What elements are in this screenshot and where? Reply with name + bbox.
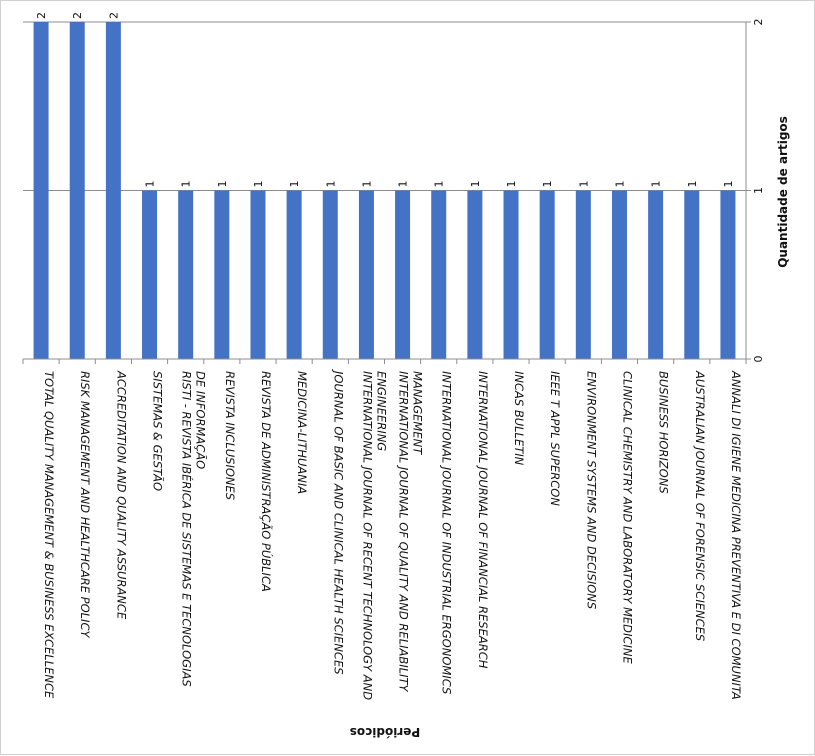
data-label: 1 (686, 181, 699, 188)
data-label: 1 (650, 181, 663, 188)
data-label: 1 (613, 181, 626, 188)
bar (539, 190, 555, 359)
category-label: CLINICAL CHEMISTRY AND LABORATORY MEDICI… (620, 371, 634, 664)
category-label: TOTAL QUALITY MANAGEMENT & BUSINESS EXCE… (42, 371, 56, 699)
category-label-line: MEDICINA-LITHUANIA (295, 371, 309, 494)
category-label: REVISTA DE ADMINISTRAÇÃO PÚBLICA (259, 371, 274, 592)
category-label: INCAS BULLETIN (512, 371, 526, 466)
category-label: INTERNATIONAL JOURNAL OF FINANCIAL RESEA… (476, 371, 490, 669)
bar (178, 190, 194, 359)
category-label-line: ENGINEERING (374, 371, 388, 451)
axes (22, 21, 751, 364)
category-label: INTERNATIONAL JOURNAL OF QUALITY AND REL… (397, 371, 425, 692)
category-label: JOURNAL OF BASIC AND CLINICAL HEALTH SCI… (331, 369, 345, 675)
category-label: BUSINESS HORIZONS (657, 371, 671, 494)
bars (33, 22, 736, 359)
data-label: 1 (469, 181, 482, 188)
category-label: IEEE T APPL SUPERCON (548, 371, 562, 506)
bar (214, 190, 230, 359)
bar (684, 190, 700, 359)
data-label: 1 (397, 181, 410, 188)
bar (648, 190, 664, 359)
bar (431, 190, 447, 359)
bar (33, 22, 49, 359)
category-label: ACCREDITATION AND QUALITY ASSURANCE (114, 370, 128, 620)
category-label: ANNALI DI IGIENE MEDICINA PREVENTIVA E D… (729, 370, 743, 700)
category-label-line: CLINICAL CHEMISTRY AND LABORATORY MEDICI… (620, 371, 634, 664)
data-label: 1 (505, 181, 518, 188)
data-label: 2 (35, 12, 48, 19)
value-tick-label: 2 (752, 19, 765, 26)
category-label-line: JOURNAL OF BASIC AND CLINICAL HEALTH SCI… (331, 369, 345, 675)
category-label-line: ANNALI DI IGIENE MEDICINA PREVENTIVA E D… (729, 370, 743, 700)
bar (503, 190, 519, 359)
category-label-line: ACCREDITATION AND QUALITY ASSURANCE (114, 370, 128, 620)
value-axis-title: Quantidade de artigos (776, 116, 790, 268)
category-label-line: INTERNATIONAL JOURNAL OF FINANCIAL RESEA… (476, 371, 490, 669)
data-label: 1 (216, 181, 229, 188)
data-label: 1 (433, 181, 446, 188)
category-label: AUSTRALIAN JOURNAL OF FORENSIC SCIENCES (693, 370, 707, 641)
category-label-line: INTERNATIONAL JOURNAL OF QUALITY AND REL… (397, 371, 411, 692)
category-label: SISTEMAS & GESTÃO (151, 371, 166, 491)
category-label: REVISTA INCLUSIONES (223, 371, 237, 500)
data-label: 1 (144, 181, 157, 188)
category-label: RISTI - REVISTA IBÉRICA DE SISTEMAS E TE… (180, 371, 209, 687)
bar (720, 190, 736, 359)
category-label-line: REVISTA INCLUSIONES (223, 371, 237, 500)
bar (105, 22, 121, 359)
bar (575, 190, 591, 359)
category-label-line: REVISTA DE ADMINISTRAÇÃO PÚBLICA (259, 371, 274, 592)
category-label-line: BUSINESS HORIZONS (657, 371, 671, 494)
category-axis-title: Periódicos (350, 725, 420, 739)
data-label: 1 (180, 181, 193, 188)
bar (322, 190, 338, 359)
category-label-line: TOTAL QUALITY MANAGEMENT & BUSINESS EXCE… (42, 371, 56, 699)
bar (611, 190, 627, 359)
category-label: RISK MANAGEMENT AND HEALTHCARE POLICY (78, 371, 92, 638)
category-label: MEDICINA-LITHUANIA (295, 371, 309, 494)
bar (358, 190, 374, 359)
gridlines (23, 21, 746, 360)
data-label: 1 (722, 181, 735, 188)
data-label: 2 (71, 12, 84, 19)
bar (142, 190, 158, 359)
category-label-line: INTERNATIONAL JOURNAL OF INDUSTRIAL ERGO… (440, 371, 454, 694)
category-label-line: INTERNATIONAL JOURNAL OF RECENT TECHNOLO… (360, 371, 374, 700)
data-label: 1 (252, 181, 265, 188)
bar (286, 190, 302, 359)
category-label-line: AUSTRALIAN JOURNAL OF FORENSIC SCIENCES (693, 370, 707, 641)
data-label: 1 (577, 181, 590, 188)
data-label: 1 (288, 181, 301, 188)
category-label: INTERNATIONAL JOURNAL OF INDUSTRIAL ERGO… (440, 371, 454, 694)
data-label: 1 (324, 181, 337, 188)
category-label-line: DE INFORMAÇÃO (194, 371, 209, 469)
category-label-line: ENVIRONMENT SYSTEMS AND DECISIONS (584, 371, 598, 609)
category-label: INTERNATIONAL JOURNAL OF RECENT TECHNOLO… (360, 371, 388, 700)
bar (250, 190, 266, 359)
category-label-line: SISTEMAS & GESTÃO (151, 371, 166, 491)
value-tick-label: 1 (752, 187, 765, 194)
category-label-line: INCAS BULLETIN (512, 371, 526, 466)
data-label: 2 (107, 12, 120, 19)
category-label: ENVIRONMENT SYSTEMS AND DECISIONS (584, 371, 598, 609)
bar (69, 22, 85, 359)
category-label-line: RISK MANAGEMENT AND HEALTHCARE POLICY (78, 371, 92, 638)
bar (395, 190, 411, 359)
category-label-line: RISTI - REVISTA IBÉRICA DE SISTEMAS E TE… (180, 371, 195, 687)
labels: 0 1 2 2 TOTAL QUALITY MANAGEMENT & BUSINESS … (35, 12, 765, 700)
value-tick-label: 0 (752, 356, 765, 363)
bar (467, 190, 483, 359)
category-label-line: IEEE T APPL SUPERCON (548, 371, 562, 506)
data-label: 1 (360, 181, 373, 188)
data-label: 1 (541, 181, 554, 188)
category-label-line: MANAGEMENT (411, 371, 425, 455)
